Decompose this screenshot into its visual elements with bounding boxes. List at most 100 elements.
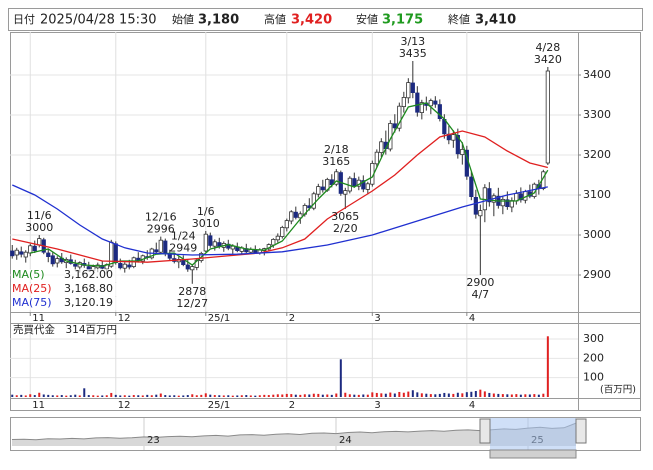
x-tick-label: 12 [118,400,131,411]
annotation-price: 3165 [322,155,350,168]
navigator-handle[interactable] [575,418,587,444]
volume-bar [222,395,225,397]
x-tick-label: 25/1 [208,400,230,411]
volume-bar [123,395,126,397]
volume-bar [195,395,198,397]
candle-body [271,238,276,246]
candle-body [437,104,442,119]
legend-value: 3,162.00 [64,268,113,281]
volume-bar [249,395,252,397]
volume-bar [330,394,333,397]
volume-bar [245,395,248,397]
volume-bar [488,392,491,397]
volume-bar [515,394,518,397]
volume-bar [141,395,144,397]
volume-bar [384,393,387,397]
header-key: 終値 [448,13,470,26]
volume-bar [312,393,315,397]
header-value: 3,420 [291,13,332,28]
navigator-scrollbar[interactable] [489,449,577,459]
navigator-handle[interactable] [479,418,491,444]
candle-body [280,226,285,237]
volume-bar [281,394,284,397]
volume-bar [231,395,234,397]
x-tick-label: 2 [289,313,295,324]
candle-body [473,196,478,215]
volume-bar [375,392,378,397]
candle-body [37,238,42,246]
volume-bar [537,394,540,397]
candle-body [167,254,172,259]
candle-body [19,251,24,255]
candle-body [163,240,168,255]
header-value: 3,175 [382,13,423,28]
annotation-price: 3420 [534,53,562,66]
volume-bar [326,394,329,397]
candle-body [433,100,438,105]
unit-label: (百万円) [600,385,636,396]
x-tick-label: 23 [147,435,160,446]
navigator-window[interactable] [490,418,576,450]
volume-bar [240,395,243,397]
candle-body [190,266,195,271]
candle-body [343,190,348,195]
x-tick-label: 3 [374,400,380,411]
volume-bar [528,394,531,397]
candle-body [545,70,550,164]
volume-bar [96,395,99,397]
volume-bar [434,394,437,397]
volume-bar [335,393,338,397]
volume-bar [542,393,545,397]
volume-bar [452,393,455,397]
volume-bar [150,395,153,397]
candle-body [428,100,433,107]
volume-bar [294,394,297,397]
volume-bar [267,395,270,397]
volume-bar [155,394,158,397]
candle-body [10,250,15,257]
volume-bar [389,392,392,397]
volume-bar [344,392,347,397]
candle-body [73,263,78,267]
candle-body [23,251,28,258]
volume-bar [308,394,311,397]
candle-body [415,92,420,113]
candle-body [352,178,357,187]
volume-bar [348,394,351,397]
volume-bar [402,392,405,397]
volume-bar [447,393,450,397]
volume-bar [546,336,549,397]
candle-body [293,211,298,218]
navigator-frame[interactable] [10,417,641,451]
candle-body [320,186,325,191]
x-tick-label: 4 [469,400,475,411]
volume-bar [357,394,360,397]
header-date: 2025/04/28 15:30 [40,13,157,28]
volume-bar [182,395,185,397]
grid-layer [10,32,581,450]
volume-bar [317,393,320,397]
annotation-date: 11/6 [27,209,52,222]
header-value: 3,410 [475,13,516,28]
volume-bar [285,393,288,397]
volume-bar [272,394,275,397]
candle-body [158,239,163,253]
legend-bg [11,297,121,310]
volume-bar [132,395,135,397]
legend-value: 3,168.80 [64,282,113,295]
volume-bar [416,392,419,397]
volume-bar [29,394,32,397]
volume-bar [177,395,180,397]
candle-body [212,241,217,247]
volume-bar [33,395,36,397]
volume-bar [105,395,108,397]
volume-bar [465,392,468,397]
volume-bar [479,389,482,397]
panel-frame [10,32,641,411]
candle-body [298,213,303,219]
candle-body [505,199,510,208]
annotation-price: 3065 [331,210,359,223]
y-tick-label: 3200 [583,148,611,161]
